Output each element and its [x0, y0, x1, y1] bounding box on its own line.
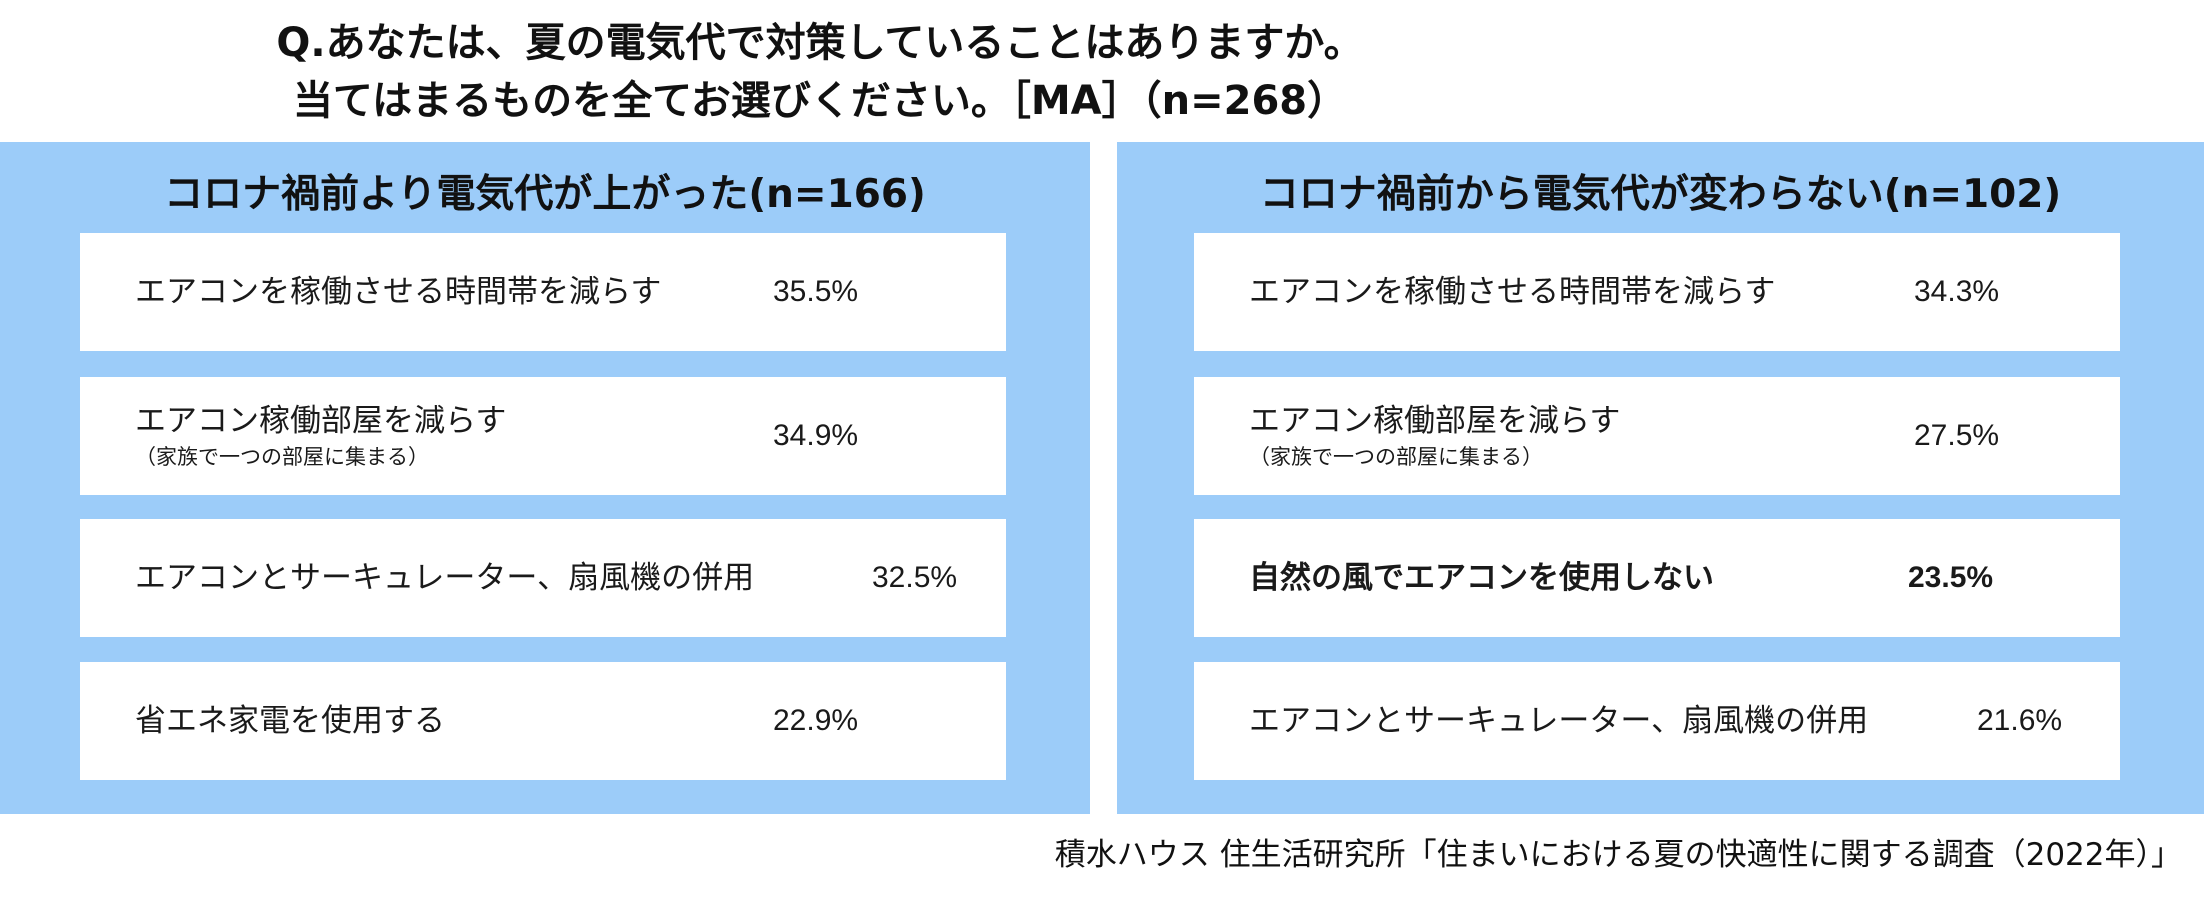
panel-heading: コロナ禍前から電気代が変わらない(n=102)	[1259, 172, 2062, 217]
result-card: 省エネ家電を使用する 22.9%	[80, 662, 1006, 780]
result-label: エアコン稼働部屋を減らす （家族で一つの部屋に集まる）	[1249, 403, 1621, 469]
result-label: エアコンを稼働させる時間帯を減らす	[1249, 274, 1776, 310]
result-card: エアコンを稼働させる時間帯を減らす 35.5%	[80, 233, 1006, 351]
panel-heading: コロナ禍前より電気代が上がった(n=166)	[164, 172, 926, 217]
result-percent: 34.3%	[1914, 275, 2000, 308]
result-sublabel: （家族で一つの部屋に集まる）	[1249, 445, 1543, 469]
result-percent: 23.5%	[1908, 561, 1994, 594]
result-label: エアコンとサーキュレーター、扇風機の併用	[1249, 703, 1869, 739]
result-label: エアコンを稼働させる時間帯を減らす	[135, 274, 662, 310]
result-label: 自然の風でエアコンを使用しない	[1249, 560, 1714, 596]
result-card-highlighted: 自然の風でエアコンを使用しない 23.5%	[1194, 519, 2120, 637]
result-card: エアコンとサーキュレーター、扇風機の併用 21.6%	[1194, 662, 2120, 780]
result-percent: 27.5%	[1914, 419, 2000, 452]
result-label: エアコン稼働部屋を減らす （家族で一つの部屋に集まる）	[135, 403, 507, 469]
survey-question-title: Q.あなたは、夏の電気代で対策していることはありますか。 当てはまるものを全てお…	[0, 14, 1640, 130]
result-sublabel: （家族で一つの部屋に集まる）	[135, 445, 429, 469]
result-label: エアコンとサーキュレーター、扇風機の併用	[135, 560, 755, 596]
result-percent: 34.9%	[773, 419, 859, 452]
result-percent: 35.5%	[773, 275, 859, 308]
panel-electricity-increased: コロナ禍前より電気代が上がった(n=166) エアコンを稼働させる時間帯を減らす…	[0, 142, 1090, 814]
result-card: エアコンを稼働させる時間帯を減らす 34.3%	[1194, 233, 2120, 351]
result-card: エアコン稼働部屋を減らす （家族で一つの部屋に集まる） 34.9%	[80, 377, 1006, 495]
panel-electricity-unchanged: コロナ禍前から電気代が変わらない(n=102) エアコンを稼働させる時間帯を減ら…	[1117, 142, 2204, 814]
source-citation: 積水ハウス 住生活研究所「住まいにおける夏の快適性に関する調査（2022年）」	[1054, 837, 2182, 873]
title-line-2: 当てはまるものを全てお選びください。［MA］（n=268）	[292, 78, 1348, 124]
result-percent: 32.5%	[872, 561, 958, 594]
result-card: エアコンとサーキュレーター、扇風機の併用 32.5%	[80, 519, 1006, 637]
result-percent: 21.6%	[1977, 704, 2063, 737]
result-percent: 22.9%	[773, 704, 859, 737]
result-label: 省エネ家電を使用する	[135, 703, 445, 739]
title-line-1: Q.あなたは、夏の電気代で対策していることはありますか。	[276, 20, 1364, 66]
result-card: エアコン稼働部屋を減らす （家族で一つの部屋に集まる） 27.5%	[1194, 377, 2120, 495]
